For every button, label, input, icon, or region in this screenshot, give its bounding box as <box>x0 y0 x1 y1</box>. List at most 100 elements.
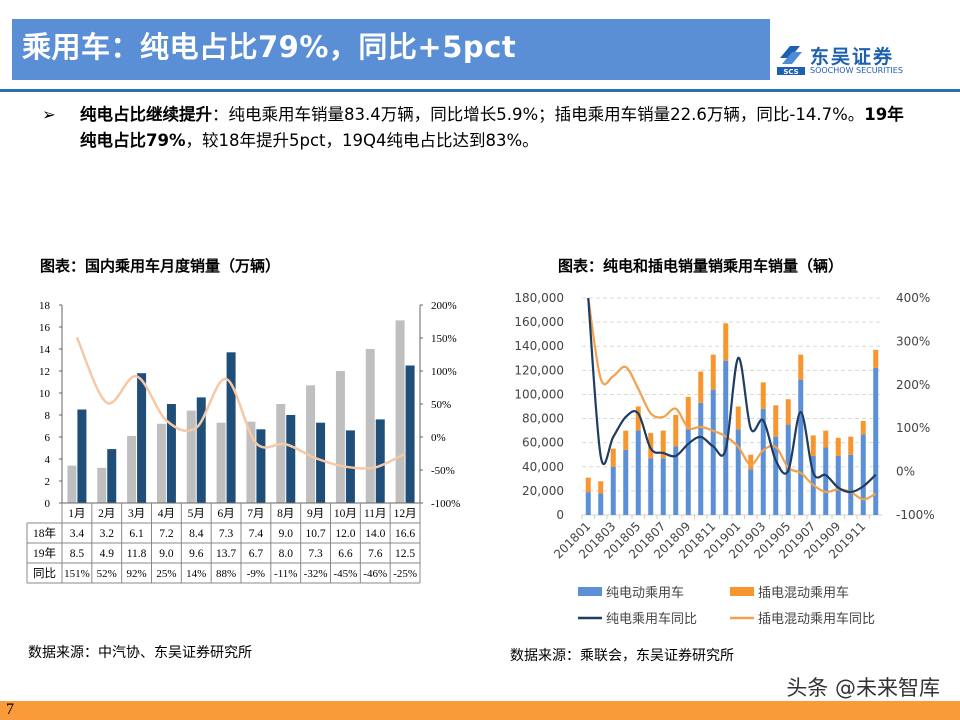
y-tick-label: 120,000 <box>514 363 564 377</box>
table-cell-2018: 12.0 <box>335 528 355 540</box>
y-tick-label: 4 <box>45 454 51 466</box>
y2-tick-label: 150% <box>431 333 457 345</box>
bar-bev <box>748 469 754 515</box>
bar-phev <box>698 371 704 403</box>
y2-tick-label: 0% <box>896 465 915 479</box>
x-tick-label: 2月 <box>98 508 115 520</box>
bar-phev <box>685 396 691 430</box>
bar-2019 <box>166 404 176 503</box>
bar-bev <box>635 430 641 515</box>
table-cell-2019: 6.6 <box>338 548 353 560</box>
y-tick-label: 0 <box>556 508 564 522</box>
right-chart-source: 数据来源：乘联会，东吴证券研究所 <box>510 648 734 664</box>
bar-bev <box>873 367 879 515</box>
bar-phev <box>673 414 679 447</box>
left-chart-source: 数据来源：中汽协、东吴证券研究所 <box>28 645 252 661</box>
bar-bev <box>823 447 829 515</box>
table-cell-2018: 7.3 <box>219 528 234 540</box>
logo-mark-icon: SCS <box>777 46 805 76</box>
y2-tick-label: -100% <box>431 498 460 510</box>
table-cell-2018: 14.0 <box>365 528 385 540</box>
y2-tick-label: -50% <box>431 465 455 477</box>
x-tick-label: 6月 <box>217 508 234 520</box>
bar-bev <box>773 436 779 515</box>
bar-phev <box>635 406 641 431</box>
table-cell-2019: 6.7 <box>249 548 264 560</box>
page-title: 乘用车：纯电占比79%，同比+5pct <box>22 30 517 64</box>
legend-swatch <box>578 587 602 596</box>
watermark: 头条 @未来智库 <box>786 676 940 700</box>
bar-bev <box>760 408 766 515</box>
header-rule <box>0 89 960 92</box>
table-cell-yoy: 151% <box>64 568 90 580</box>
table-cell-yoy: -25% <box>393 568 417 580</box>
bar-phev <box>585 477 591 493</box>
bar-phev <box>835 437 841 456</box>
bar-2018 <box>67 465 77 503</box>
bar-bev <box>673 446 679 515</box>
y2-tick-label: 100% <box>896 421 930 435</box>
bar-phev <box>735 406 741 430</box>
bar-phev <box>848 436 854 455</box>
y2-tick-label: 200% <box>896 378 930 392</box>
bar-bev <box>660 458 666 515</box>
table-cell-2018: 3.4 <box>70 528 85 540</box>
y-tick-label: 16 <box>39 322 51 334</box>
bar-bev <box>685 429 691 515</box>
y2-tick-label: 50% <box>431 399 451 411</box>
y-tick-label: 140,000 <box>514 339 564 353</box>
table-cell-2018: 8.4 <box>189 528 204 540</box>
bar-2018 <box>127 435 137 503</box>
bar-bev <box>610 466 616 515</box>
table-cell-yoy: 25% <box>156 568 176 580</box>
table-cell-2019: 9.0 <box>159 548 174 560</box>
bar-bev <box>860 434 866 515</box>
bar-phev <box>648 433 654 459</box>
legend-label: 插电混动乘用车 <box>758 585 849 601</box>
y-tick-label: 18 <box>39 300 51 312</box>
yoy-line <box>75 336 406 470</box>
bar-bev <box>648 458 654 515</box>
y-tick-label: 160,000 <box>514 315 564 329</box>
y-tick-label: 6 <box>45 432 51 444</box>
logo-en-text: SOOCHOW SECURITIES <box>810 66 903 75</box>
y-tick-label: 8 <box>45 410 51 422</box>
table-cell-2019: 4.9 <box>100 548 115 560</box>
x-tick-label: 10月 <box>334 508 357 520</box>
table-cell-yoy: 88% <box>216 568 236 580</box>
bar-2018 <box>97 467 107 503</box>
bar-phev <box>785 399 791 425</box>
bullet-bold-1: 纯电占比继续提升 <box>80 105 212 124</box>
table-cell-2019: 9.6 <box>189 548 204 560</box>
table-cell-2018: 3.2 <box>100 528 115 540</box>
bar-bev <box>598 493 604 515</box>
x-tick-label: 9月 <box>307 508 324 520</box>
bar-phev <box>598 481 604 494</box>
bar-2019 <box>316 422 326 503</box>
table-cell-2019: 11.8 <box>127 548 147 560</box>
table-cell-2019: 7.6 <box>368 548 383 560</box>
bar-bev <box>585 492 591 515</box>
bar-2019 <box>286 415 296 503</box>
bar-phev <box>760 382 766 409</box>
bar-phev <box>823 430 829 448</box>
table-cell-2018: 6.1 <box>129 528 144 540</box>
table-cell-2018: 7.2 <box>159 528 174 540</box>
bar-phev <box>610 448 616 467</box>
bar-2018 <box>216 422 226 503</box>
bar-2018 <box>186 410 196 503</box>
bullet-text-2: ，较18年提升5pct，19Q4纯电占比达到83%。 <box>185 131 539 150</box>
y-tick-label: 10 <box>39 388 51 400</box>
summary-bullet: ➢ 纯电占比继续提升：纯电乘用车销量83.4万辆，同比增长5.9%；插电乘用车销… <box>42 102 918 154</box>
table-cell-yoy: -11% <box>274 568 297 580</box>
bar-phev <box>798 354 804 380</box>
bar-2019 <box>226 352 236 503</box>
x-tick-label: 3月 <box>128 508 145 520</box>
table-cell-yoy: 52% <box>97 568 117 580</box>
y-tick-label: 60,000 <box>522 436 564 450</box>
y2-tick-label: 200% <box>431 300 457 312</box>
y-tick-label: 40,000 <box>522 460 564 474</box>
bar-2019 <box>375 419 385 503</box>
table-cell-yoy: -9% <box>247 568 265 580</box>
